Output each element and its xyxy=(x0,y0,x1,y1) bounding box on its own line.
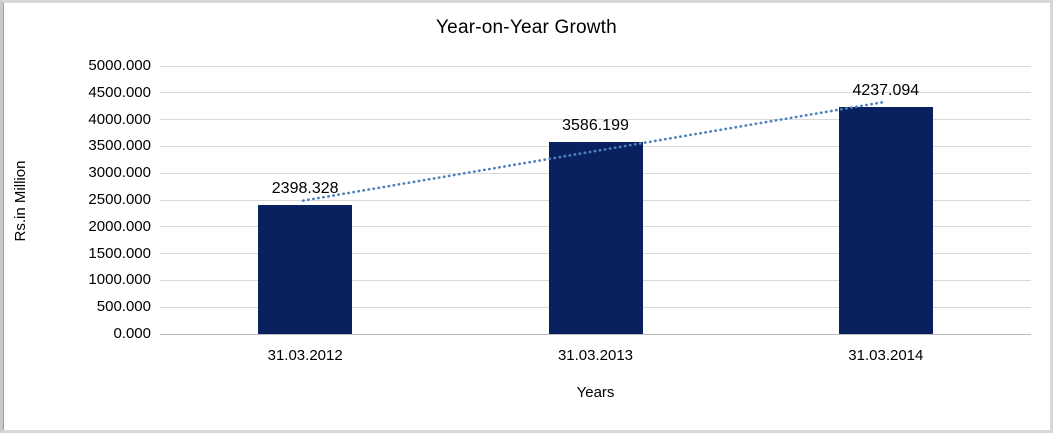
x-tick-label: 31.03.2014 xyxy=(848,347,924,364)
y-tick-label: 5000.000 xyxy=(88,57,151,74)
chart-title: Year-on-Year Growth xyxy=(436,17,617,38)
y-tick-label: 3500.000 xyxy=(88,137,151,155)
gridline xyxy=(160,92,1031,94)
bar-31.03.2014 xyxy=(838,106,933,334)
bar-31.03.2012 xyxy=(258,205,353,334)
y-tick-label: 4500.000 xyxy=(88,83,151,101)
data-label: 4237.094 xyxy=(852,81,920,99)
data-label: 3586.199 xyxy=(562,116,629,134)
y-axis-title: Rs.in Million xyxy=(12,160,29,242)
y-tick-label: 500.000 xyxy=(96,298,151,316)
y-tick-label: 2500.000 xyxy=(88,191,151,208)
x-axis-line xyxy=(160,334,1031,335)
bar-31.03.2013 xyxy=(548,141,643,334)
x-axis-title: Years xyxy=(576,384,615,401)
y-tick-label: 3000.000 xyxy=(88,164,151,182)
y-tick-label: 2000.000 xyxy=(88,217,151,235)
y-tick-label: 4000.000 xyxy=(88,110,151,128)
x-tick-label: 31.03.2012 xyxy=(267,347,343,364)
y-tick-label: 0.000 xyxy=(113,325,151,342)
gridline xyxy=(160,65,1031,67)
x-tick-label: 31.03.2013 xyxy=(557,347,634,364)
y-tick-label: 1000.000 xyxy=(88,271,151,289)
plot-area xyxy=(160,65,1031,335)
y-tick-label: 1500.000 xyxy=(88,244,151,262)
data-label: 2398.328 xyxy=(271,180,339,198)
